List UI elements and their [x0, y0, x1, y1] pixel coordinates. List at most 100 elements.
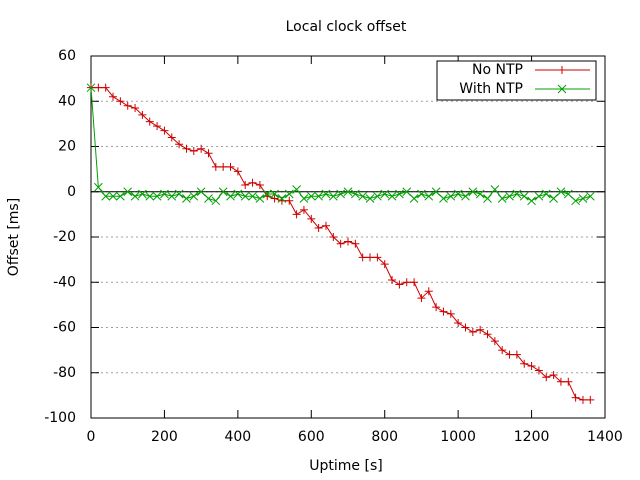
data-point: [284, 189, 294, 199]
data-point: [116, 97, 125, 106]
data-point: [351, 239, 360, 248]
data-point: [439, 194, 448, 203]
y-axis-label: Offset [ms]: [6, 198, 22, 276]
y-tick-label: 40: [58, 93, 76, 109]
legend-label: With NTP: [459, 81, 523, 97]
data-point: [344, 237, 352, 246]
x-tick-label: 0: [87, 429, 96, 445]
data-point: [93, 182, 103, 192]
data-point: [248, 191, 257, 201]
data-point: [557, 84, 567, 94]
data-point: [262, 189, 272, 199]
data-point: [109, 92, 118, 101]
data-point: [564, 377, 573, 386]
data-point: [395, 189, 404, 199]
data-point: [131, 104, 140, 113]
y-tick-label: -80: [53, 365, 76, 381]
data-point: [490, 337, 499, 346]
data-point: [270, 194, 279, 203]
data-point: [468, 328, 477, 337]
data-point: [130, 191, 140, 201]
data-point: [321, 221, 330, 230]
data-point: [563, 189, 573, 199]
data-point: [314, 223, 323, 232]
data-point: [167, 133, 176, 142]
data-point: [219, 162, 228, 171]
data-point: [336, 239, 345, 248]
data-point: [402, 187, 412, 197]
data-point: [343, 187, 353, 197]
data-point: [380, 189, 390, 199]
data-point: [123, 187, 133, 197]
data-point: [174, 189, 184, 199]
data-point: [571, 196, 580, 206]
data-point: [520, 359, 529, 368]
data-point: [145, 191, 155, 201]
data-point: [534, 366, 543, 375]
data-point: [277, 194, 287, 203]
data-point: [549, 194, 558, 203]
data-point: [116, 191, 125, 201]
y-tick-label: 0: [67, 184, 76, 200]
data-point: [476, 325, 485, 334]
data-point: [380, 260, 389, 269]
data-point: [255, 180, 264, 189]
data-point: [94, 83, 103, 92]
data-point: [160, 126, 169, 135]
data-point: [498, 346, 507, 355]
data-point: [373, 253, 382, 262]
data-point: [175, 140, 184, 149]
data-point: [241, 180, 250, 189]
data-point: [505, 191, 514, 201]
data-point: [189, 147, 198, 156]
data-point: [218, 187, 228, 197]
data-point: [541, 189, 551, 199]
data-point: [446, 191, 456, 201]
data-point: [101, 83, 110, 92]
data-point: [556, 377, 565, 386]
data-point: [240, 191, 250, 201]
data-point: [358, 191, 368, 201]
data-point: [387, 191, 397, 201]
data-point: [336, 189, 346, 199]
data-point: [409, 194, 419, 203]
data-point: [233, 189, 243, 199]
data-point: [226, 162, 235, 171]
data-point: [86, 83, 96, 93]
data-point: [366, 253, 375, 262]
x-axis-label: Uptime [s]: [309, 458, 382, 474]
data-point: [204, 194, 213, 203]
data-point: [307, 214, 316, 223]
data-point: [292, 185, 301, 194]
y-tick-label: -60: [53, 320, 76, 336]
data-point: [578, 395, 587, 404]
data-point: [314, 191, 323, 201]
y-tick-label: -40: [53, 274, 76, 290]
data-point: [138, 189, 147, 199]
chart-title: Local clock offset: [286, 19, 407, 35]
data-point: [350, 189, 360, 199]
data-point: [556, 187, 566, 197]
data-point: [497, 194, 507, 203]
data-point: [292, 210, 301, 219]
data-point: [468, 187, 478, 197]
data-point: [328, 191, 338, 201]
data-point: [410, 278, 419, 287]
data-point: [299, 205, 308, 214]
data-point: [578, 194, 588, 203]
data-point: [490, 185, 500, 194]
data-point: [248, 178, 257, 187]
y-tick-label: -20: [53, 229, 76, 245]
data-point: [417, 294, 426, 303]
data-point: [211, 196, 221, 206]
data-point: [196, 187, 206, 197]
data-point: [431, 187, 441, 197]
data-point: [417, 189, 426, 199]
x-tick-label: 1400: [587, 429, 623, 445]
data-point: [512, 189, 522, 199]
data-point: [373, 191, 382, 201]
data-point: [321, 189, 331, 199]
data-point: [505, 350, 514, 359]
data-point: [306, 191, 316, 201]
data-point: [402, 278, 411, 287]
